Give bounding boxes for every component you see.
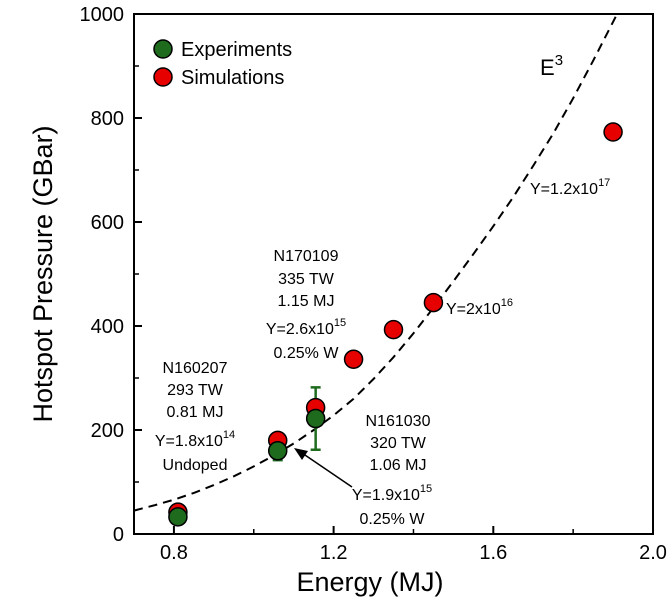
annotation-n160207-line3: 0.81 MJ (167, 404, 224, 421)
annotation-yield-1-9e15-dopant: 0.25% W (360, 511, 426, 528)
annotation-yield-2e16: Y=2x1016 (446, 297, 513, 318)
y-tick-label: 600 (91, 212, 124, 234)
y-tick-label: 0 (113, 524, 124, 546)
annotation-n160207-yield: Y=1.8x1014 (155, 429, 235, 450)
y-tick-label: 400 (91, 316, 124, 338)
points-layer (168, 122, 623, 527)
simulation-point (383, 319, 404, 340)
annotation-n160207-line1: N160207 (163, 360, 228, 377)
annotation-arrowhead (294, 448, 308, 460)
annotation-yield-1-9e15-text: Y=1.9x1015 (352, 483, 432, 504)
annotation-n170109: N170109 335 TW 1.15 MJ Y=2.6x1015 0.25% … (266, 248, 346, 362)
simulation-point (603, 122, 623, 142)
annotation-n170109-line2: 335 TW (278, 271, 335, 288)
annotation-n161030-line3: 1.06 MJ (370, 457, 427, 474)
annotation-n160207-dopant: Undoped (163, 457, 228, 474)
x-tick-label: 1.6 (479, 542, 507, 564)
y-axis-label: Hotspot Pressure (GBar) (28, 125, 58, 422)
legend-marker-simulations (153, 67, 173, 87)
curve-layer: E3 (133, 13, 618, 512)
annotation-n161030-line2: 320 TW (370, 435, 427, 452)
e3-curve-label: E3 (540, 52, 563, 80)
plot-area-frame (133, 13, 654, 535)
legend-label-simulations: Simulations (181, 67, 284, 89)
annotation-n160207: N160207 293 TW 0.81 MJ Y=1.8x1014 Undope… (155, 360, 235, 474)
annotation-n170109-line1: N170109 (274, 248, 339, 265)
annotation-n170109-yield: Y=2.6x1015 (266, 317, 346, 338)
experiment-point (168, 507, 188, 527)
experiment-point (267, 441, 288, 461)
x-tick-label: 0.8 (160, 542, 188, 564)
y-tick-label: 800 (91, 108, 124, 130)
simulation-point (423, 292, 444, 313)
e3-dashed-curve (133, 13, 618, 512)
annotation-n170109-line3: 1.15 MJ (278, 293, 335, 310)
annotation-yield-1-2e17: Y=1.2x1017 (530, 177, 610, 198)
x-axis-label: Energy (MJ) (296, 567, 443, 597)
annotation-n161030-line1: N161030 (366, 413, 431, 430)
annotation-arrow-line (301, 452, 353, 488)
ticks-layer: 0.8 1.2 1.6 2.0 0 200 400 600 800 1000 (80, 4, 667, 564)
annotation-n160207-line2: 293 TW (167, 382, 224, 399)
legend-label-experiments: Experiments (181, 39, 292, 61)
annotation-yield-1-9e15: Y=1.9x1015 0.25% W (294, 448, 432, 528)
legend-marker-experiments (153, 39, 173, 59)
y-tick-label: 200 (91, 420, 124, 442)
simulation-point (343, 349, 364, 370)
annotation-n170109-dopant: 0.25% W (274, 345, 340, 362)
x-tick-label: 2.0 (639, 542, 667, 564)
annotation-n161030: N161030 320 TW 1.06 MJ (366, 413, 431, 474)
legend: Experiments Simulations (153, 39, 292, 89)
x-tick-label: 1.2 (320, 542, 348, 564)
y-tick-label: 1000 (80, 4, 125, 26)
experiment-point (305, 408, 326, 429)
axes-layer (133, 13, 654, 535)
